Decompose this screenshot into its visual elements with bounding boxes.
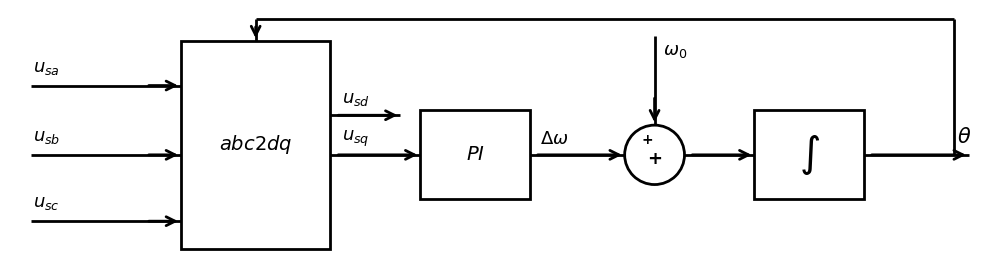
Text: $\mathit{u}_{sb}$: $\mathit{u}_{sb}$ xyxy=(33,128,61,146)
Text: +: + xyxy=(641,133,653,147)
Text: $\omega_0$: $\omega_0$ xyxy=(663,42,687,60)
Text: $\mathit{u}_{sd}$: $\mathit{u}_{sd}$ xyxy=(342,90,370,108)
Text: $\mathit{u}_{sc}$: $\mathit{u}_{sc}$ xyxy=(33,194,60,212)
Bar xyxy=(420,110,530,199)
Bar xyxy=(181,41,330,249)
Text: +: + xyxy=(647,150,662,168)
Text: $\mathit{u}_{sa}$: $\mathit{u}_{sa}$ xyxy=(33,59,60,77)
Bar xyxy=(754,110,864,199)
Text: $\int$: $\int$ xyxy=(799,132,820,177)
Text: $\mathit{abc2dq}$: $\mathit{abc2dq}$ xyxy=(219,134,292,157)
Circle shape xyxy=(625,125,684,185)
Text: $\mathit{u}_{sq}$: $\mathit{u}_{sq}$ xyxy=(342,129,370,149)
Text: $\theta$: $\theta$ xyxy=(957,127,971,147)
Text: $\Delta\omega$: $\Delta\omega$ xyxy=(540,130,568,148)
Text: $\mathit{PI}$: $\mathit{PI}$ xyxy=(466,146,485,164)
